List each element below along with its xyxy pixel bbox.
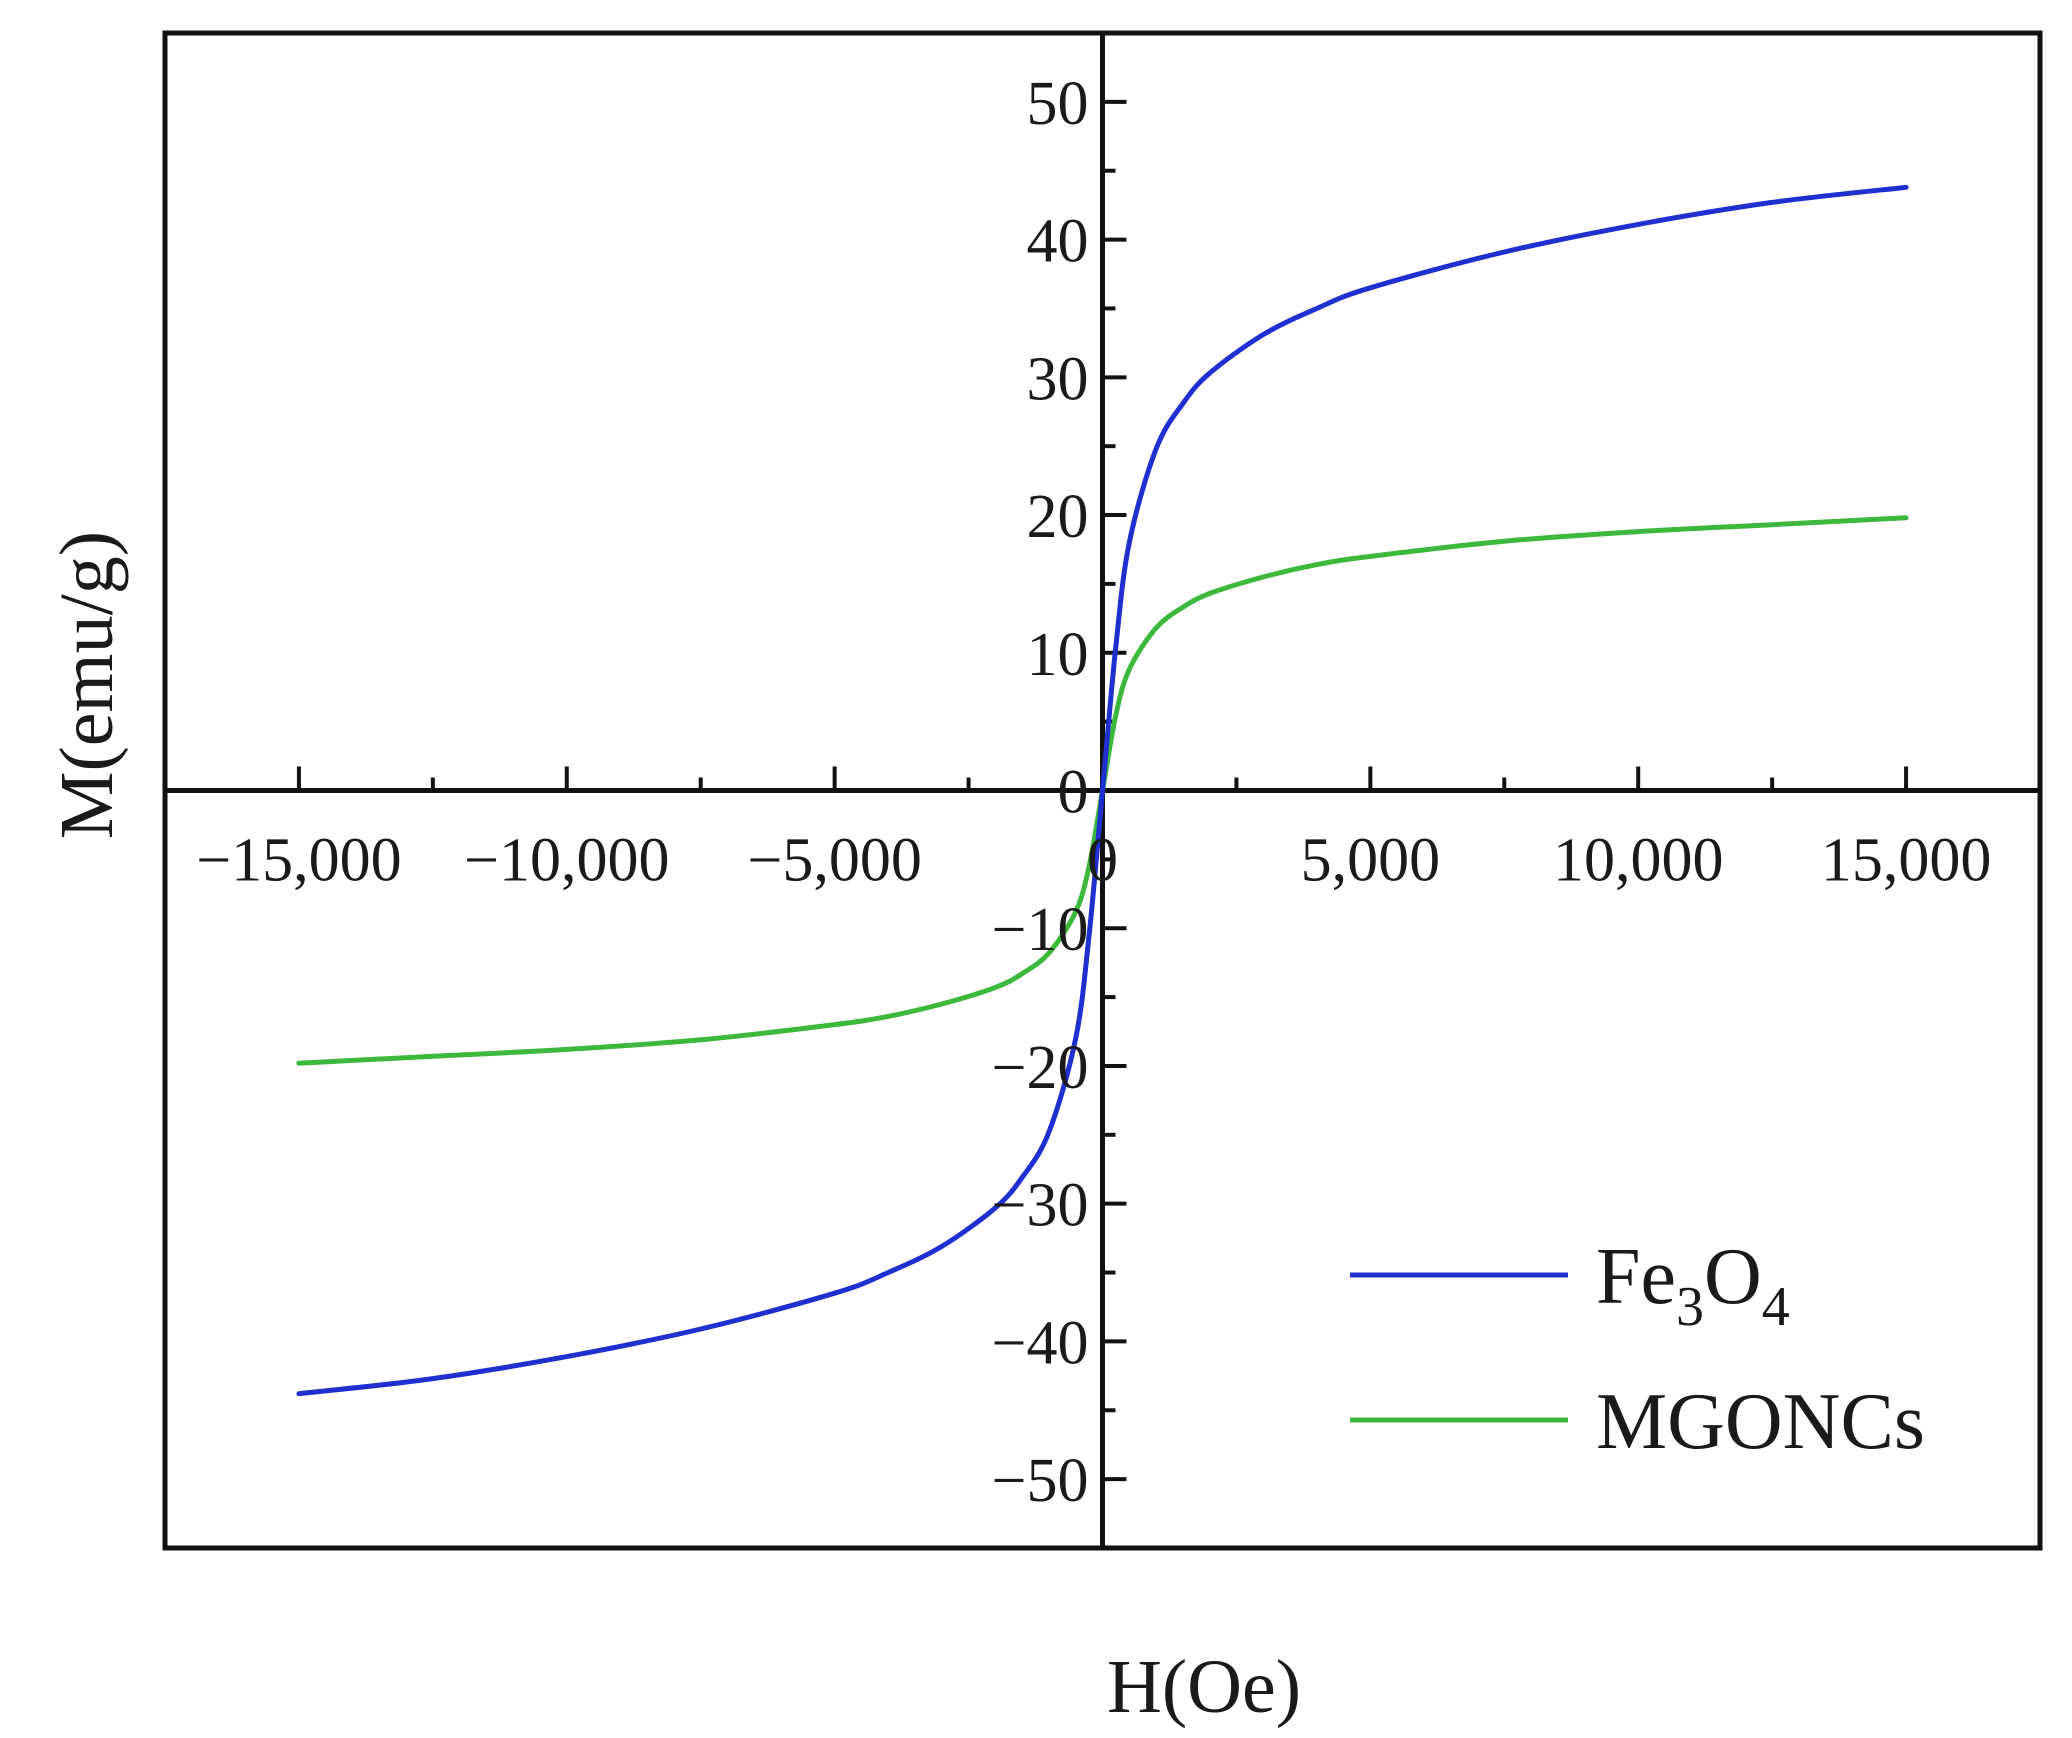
x-axis-title: H(Oe) <box>1107 1645 1301 1729</box>
y-tick-label: 20 <box>1027 483 1089 551</box>
legend-label-fe3o4: Fe3O4 <box>1596 1233 1790 1338</box>
x-tick-label: 10,000 <box>1553 827 1724 895</box>
y-tick-label: −30 <box>992 1172 1089 1240</box>
x-tick-label: 15,000 <box>1821 827 1992 895</box>
x-tick-label: 0 <box>1087 827 1118 895</box>
x-tick-label: −15,000 <box>196 827 401 895</box>
y-tick-label: −10 <box>992 896 1089 964</box>
y-tick-label: 40 <box>1027 208 1089 276</box>
x-tick-label: −5,000 <box>747 827 921 895</box>
x-tick-label: −10,000 <box>464 827 669 895</box>
y-tick-label: 10 <box>1027 621 1089 689</box>
x-tick-label: 5,000 <box>1301 827 1441 895</box>
legend: Fe3O4 MGONCs <box>1350 1233 1925 1466</box>
y-tick-label: 0 <box>1058 759 1089 827</box>
y-tick-label: −50 <box>992 1447 1089 1515</box>
y-axis-title: M(emu/g) <box>45 531 129 839</box>
y-tick-label: 30 <box>1027 345 1089 413</box>
y-tick-label: −40 <box>992 1309 1089 1377</box>
series-line-fe3o4 <box>296 184 1909 1397</box>
legend-label-mgoncs: MGONCs <box>1596 1378 1925 1466</box>
y-tick-label: 50 <box>1027 70 1089 138</box>
y-tick-label: −20 <box>992 1034 1089 1102</box>
